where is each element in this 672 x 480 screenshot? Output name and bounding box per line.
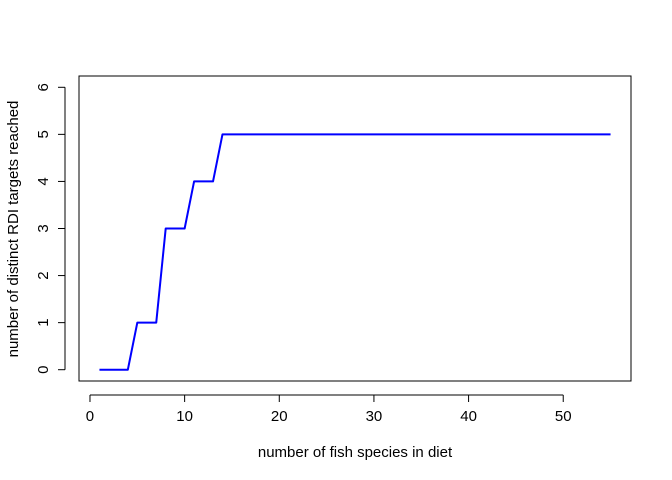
plot-frame bbox=[78, 75, 632, 382]
x-axis: 0 10 20 30 40 50 bbox=[86, 394, 572, 425]
x-tick-label: 50 bbox=[555, 408, 572, 425]
y-tick-label: 3 bbox=[35, 224, 52, 232]
series-layer bbox=[99, 133, 611, 371]
x-tick-label: 40 bbox=[460, 408, 477, 425]
x-tick-label: 10 bbox=[176, 408, 193, 425]
x-axis-label: number of fish species in diet bbox=[258, 444, 453, 461]
series-line bbox=[99, 133, 611, 371]
y-tick-label: 2 bbox=[35, 271, 52, 279]
y-tick-label: 6 bbox=[35, 83, 52, 91]
y-axis: 0 1 2 3 4 5 6 bbox=[35, 83, 66, 374]
y-axis-label: number of distinct RDI targets reached bbox=[5, 101, 22, 358]
y-tick-label: 5 bbox=[35, 130, 52, 138]
x-tick-label: 0 bbox=[86, 408, 94, 425]
y-tick-label: 4 bbox=[35, 177, 52, 185]
y-tick-label: 1 bbox=[35, 318, 52, 326]
x-tick-label: 20 bbox=[271, 408, 288, 425]
y-tick-label: 0 bbox=[35, 366, 52, 374]
x-tick-label: 30 bbox=[366, 408, 383, 425]
